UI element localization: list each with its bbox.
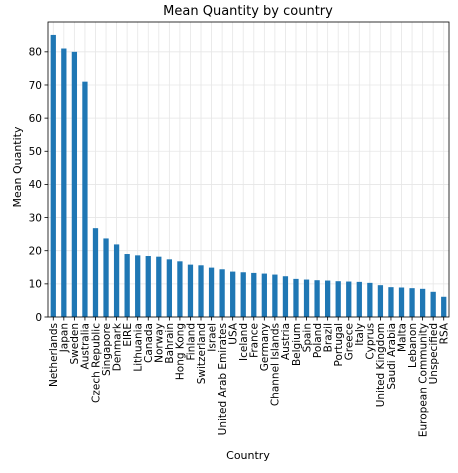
bar: [103, 238, 109, 317]
bar: [219, 269, 225, 317]
y-tick-label: 70: [29, 80, 42, 92]
bar: [346, 281, 352, 317]
x-tick-label: Saudi Arabia: [386, 323, 398, 390]
bar: [50, 34, 56, 317]
bar: [251, 272, 257, 317]
bar: [113, 244, 120, 317]
x-tick-label: European Community: [417, 323, 429, 437]
bar: [356, 281, 362, 317]
x-tick-label: Israel: [206, 323, 218, 352]
bar: [261, 273, 267, 317]
bar: [156, 256, 162, 317]
x-tick-label: Switzerland: [196, 323, 208, 384]
y-axis-label: Mean Quantity: [11, 126, 24, 207]
plot-frame: [47, 21, 450, 318]
x-tick-label: United Arab Emirates: [217, 323, 229, 435]
y-tick-label: 50: [29, 146, 42, 158]
x-tick-label: Lithuania: [132, 323, 144, 372]
bar: [430, 291, 436, 317]
chart-title: Mean Quantity by country: [163, 4, 333, 19]
y-tick-label: 30: [29, 212, 42, 224]
x-tick-label: Lebanon: [407, 323, 419, 368]
x-tick-label: Belgium: [291, 323, 303, 366]
x-tick-label: EIRE: [122, 323, 134, 347]
bar: [71, 51, 78, 318]
bar: [314, 280, 320, 317]
x-tick-label: Malta: [396, 323, 408, 352]
axes: [47, 21, 450, 318]
bar: [441, 296, 447, 317]
bar: [419, 288, 426, 317]
x-tick-label: Denmark: [111, 322, 123, 371]
bar: [61, 48, 67, 318]
x-tick-label: Netherlands: [48, 323, 60, 387]
y-axis-ticks: 0 10 20 30 40 50 60 70 80: [29, 47, 48, 324]
x-tick-label: Sweden: [69, 323, 81, 365]
x-tick-label: USA: [227, 322, 239, 345]
bar: [240, 272, 246, 317]
x-axis-label: Country: [226, 449, 270, 462]
bar: [293, 278, 299, 317]
bars: [50, 34, 447, 318]
x-tick-label: Germany: [259, 323, 271, 371]
x-tick-label: Australia: [80, 323, 92, 369]
x-tick-label: Italy: [354, 323, 366, 346]
bar: [177, 261, 183, 317]
bar: [335, 281, 341, 317]
y-tick-label: 20: [29, 246, 42, 258]
y-tick-label: 0: [35, 312, 42, 324]
bar: [135, 255, 141, 317]
bar: [208, 267, 215, 317]
x-tick-label: Spain: [301, 323, 313, 352]
x-tick-label: Norway: [154, 323, 166, 363]
x-tick-label: Channel Islands: [270, 323, 282, 406]
x-tick-label: Czech Republic: [90, 323, 102, 403]
bar: [303, 279, 310, 317]
bar: [145, 256, 151, 317]
x-tick-label: United Kingdom: [375, 323, 387, 407]
x-tick-label: Bahrain: [164, 323, 176, 364]
x-tick-label: Hong Kong: [175, 323, 187, 380]
bar: [272, 274, 278, 317]
y-tick-label: 40: [29, 179, 42, 191]
bar: [198, 265, 204, 317]
bar: [166, 259, 172, 317]
bar: [282, 276, 289, 317]
bar: [388, 287, 394, 317]
x-tick-label: Cyprus: [365, 323, 377, 360]
x-tick-label: Poland: [312, 323, 324, 358]
bar: [409, 288, 415, 317]
y-tick-label: 60: [29, 113, 42, 125]
y-tick-label: 80: [29, 47, 42, 59]
x-tick-label: Singapore: [101, 323, 113, 376]
x-tick-label: France: [249, 323, 261, 358]
x-tick-label: Greece: [344, 323, 356, 360]
bar: [230, 271, 236, 317]
y-tick-label: 10: [29, 279, 42, 291]
x-tick-label: Austria: [280, 323, 292, 360]
bar: [377, 285, 384, 317]
bar: [325, 280, 331, 317]
bar: [367, 282, 373, 317]
x-tick-label: Finland: [185, 323, 197, 361]
bar: [124, 254, 130, 317]
x-tick-label: Unspecified: [428, 323, 440, 384]
bar: [187, 264, 194, 317]
x-tick-label: Portugal: [333, 323, 345, 367]
bar: [92, 228, 99, 317]
bar: [82, 81, 88, 317]
x-tick-label: Iceland: [238, 323, 250, 361]
x-tick-label: RSA: [439, 322, 451, 344]
bar: [398, 287, 405, 317]
x-tick-label: Brazil: [322, 323, 334, 352]
x-tick-label: Canada: [143, 323, 155, 363]
x-tick-label: Japan: [59, 323, 71, 353]
